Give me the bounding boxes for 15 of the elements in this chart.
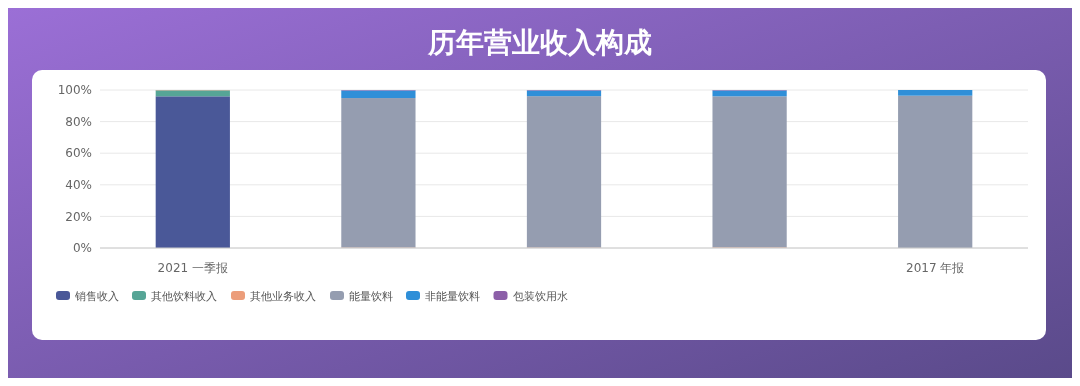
- legend-label: 其他业务收入: [250, 290, 316, 303]
- y-tick-label: 40%: [65, 178, 92, 192]
- legend-label: 非能量饮料: [425, 290, 480, 303]
- legend-label: 能量饮料: [349, 290, 393, 303]
- y-tick-label: 60%: [65, 146, 92, 161]
- x-tick-label: 2021 一季报: [157, 261, 228, 275]
- y-tick-label: 0%: [72, 241, 92, 256]
- chart-title: 历年营业收入构成: [427, 26, 652, 59]
- legend-label: 其他饮料收入: [151, 290, 217, 303]
- y-tick-label: 80%: [65, 114, 92, 129]
- y-tick-label: 20%: [65, 209, 92, 224]
- x-tick-label: 2017 年报: [906, 261, 965, 275]
- y-tick-label: 100%: [57, 83, 92, 98]
- legend-label: 包装饮用水: [512, 290, 568, 303]
- legend-label: 销售收入: [74, 290, 119, 303]
